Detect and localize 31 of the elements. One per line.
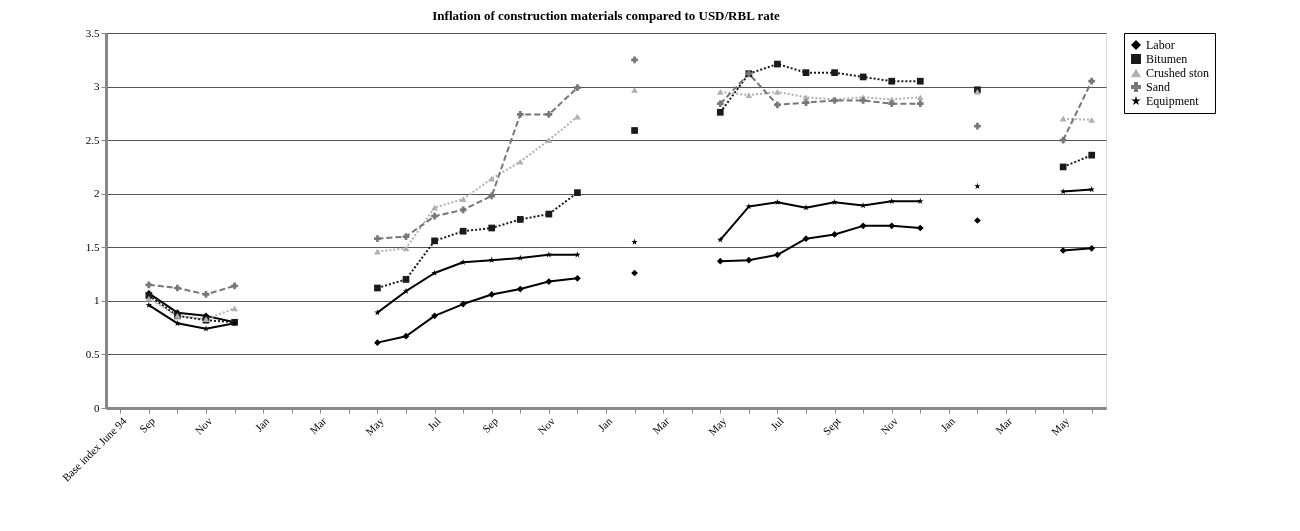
x-tick-label: Jan	[595, 414, 615, 434]
x-tick-label: Sept	[820, 414, 843, 438]
legend-label: Sand	[1146, 80, 1170, 94]
y-tick-label: 3.5	[85, 26, 100, 39]
legend-label: Bitumen	[1146, 52, 1188, 66]
y-tick-label: 3	[94, 80, 100, 93]
x-tick-label: Mar	[307, 414, 329, 437]
x-tick-label: Sep	[136, 414, 158, 435]
x-tick-label: May	[1048, 414, 1072, 438]
y-tick-label: 2	[94, 187, 100, 200]
x-tick-label: May	[705, 414, 729, 438]
legend-label: Equipment	[1146, 94, 1200, 108]
x-tick-label: Sep	[479, 414, 501, 435]
x-tick-label: Jul	[768, 414, 786, 433]
y-tick-label: 0.5	[85, 347, 100, 360]
y-tick-label: 1.5	[85, 240, 100, 253]
x-tick-label: May	[362, 414, 387, 438]
x-tick-label: Mar	[649, 414, 672, 437]
legend-label: Labor	[1146, 38, 1175, 52]
x-tick-label: Jan	[252, 414, 272, 434]
x-tick-label: Mar	[992, 414, 1015, 437]
legend-label: Crushed ston	[1146, 66, 1209, 80]
x-tick-label: Nov	[878, 414, 901, 437]
x-tick-label: Nov	[192, 414, 215, 437]
y-tick-label: 2.5	[85, 133, 100, 146]
x-tick-label: Jul	[425, 414, 443, 433]
chart-title: Inflation of construction materials compared to USD/RBL rate	[432, 8, 780, 23]
y-tick-label: 0	[94, 401, 100, 414]
y-tick-label: 1	[94, 294, 100, 307]
x-tick-label: Jan	[938, 414, 958, 434]
x-tick-label: Nov	[535, 414, 558, 437]
